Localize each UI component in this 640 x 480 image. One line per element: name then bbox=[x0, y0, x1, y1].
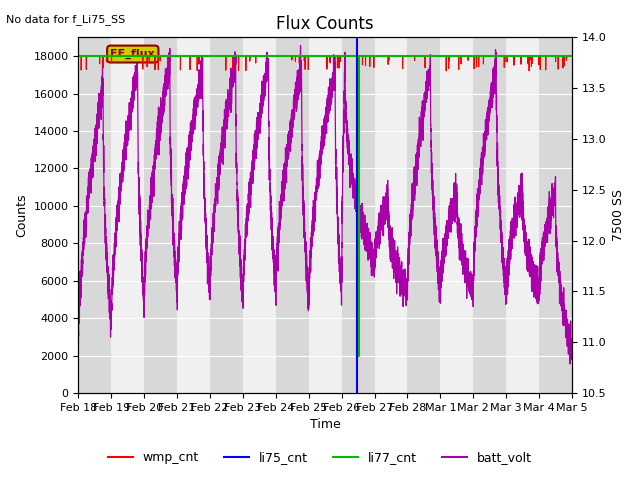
Bar bbox=[408, 37, 440, 393]
Text: No data for f_Li75_SS: No data for f_Li75_SS bbox=[6, 14, 125, 25]
Legend: wmp_cnt, li75_cnt, li77_cnt, batt_volt: wmp_cnt, li75_cnt, li77_cnt, batt_volt bbox=[103, 446, 537, 469]
X-axis label: Time: Time bbox=[310, 419, 340, 432]
Bar bbox=[473, 37, 506, 393]
Y-axis label: 7500 SS: 7500 SS bbox=[612, 189, 625, 241]
Y-axis label: Counts: Counts bbox=[15, 193, 28, 237]
Bar bbox=[79, 37, 111, 393]
Bar bbox=[374, 37, 408, 393]
Text: EE_flux: EE_flux bbox=[111, 49, 155, 59]
Bar bbox=[177, 37, 210, 393]
Bar bbox=[506, 37, 539, 393]
Title: Flux Counts: Flux Counts bbox=[276, 15, 374, 33]
Bar bbox=[342, 37, 374, 393]
Bar bbox=[308, 37, 342, 393]
Bar bbox=[243, 37, 276, 393]
Bar bbox=[144, 37, 177, 393]
Bar bbox=[111, 37, 144, 393]
Bar bbox=[440, 37, 473, 393]
Bar bbox=[572, 37, 605, 393]
Bar bbox=[539, 37, 572, 393]
Bar bbox=[276, 37, 308, 393]
Bar bbox=[210, 37, 243, 393]
